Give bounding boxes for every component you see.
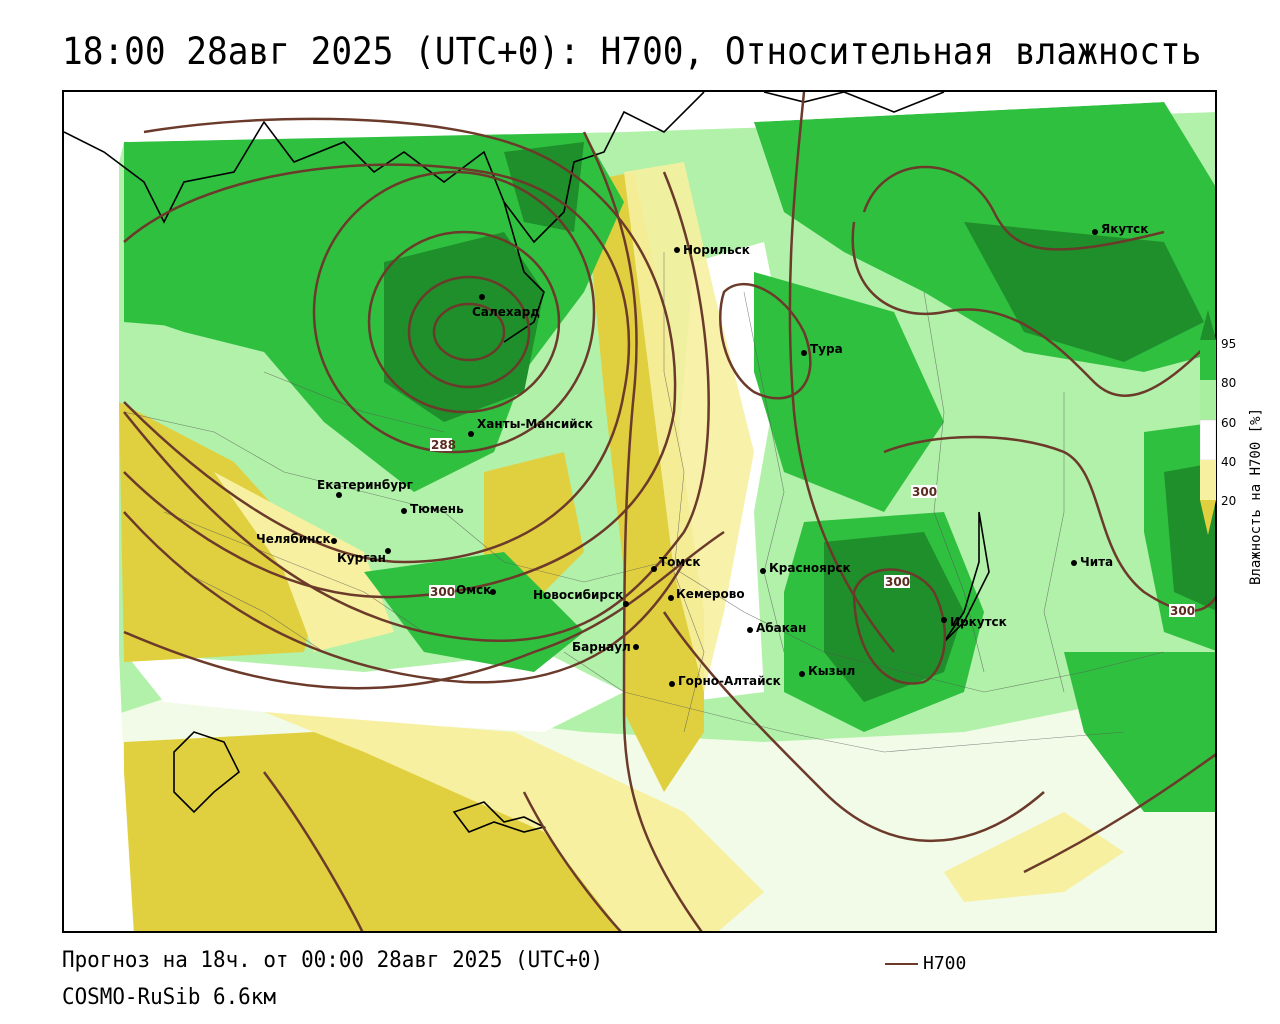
humidity-light-yellow-southwest: [264, 712, 764, 931]
svg-text:Кемерово: Кемерово: [676, 587, 745, 601]
city-krasnoyarsk[interactable]: Красноярск: [760, 561, 851, 575]
isoline-low-2: [407, 275, 531, 389]
city-omsk[interactable]: Омск: [456, 583, 496, 597]
city-kurgan[interactable]: Курган: [337, 548, 391, 565]
city-novosibirsk[interactable]: Новосибирск: [533, 588, 629, 607]
humidity-dark-green-ne: [964, 222, 1204, 362]
svg-text:Якутск: Якутск: [1101, 222, 1148, 236]
city-tura[interactable]: Тура: [801, 342, 843, 356]
humidity-dark-green-salekhard: [384, 232, 544, 422]
svg-text:Барнаул: Барнаул: [572, 640, 631, 654]
svg-text:Кызыл: Кызыл: [808, 664, 855, 678]
h700-legend-label: H700: [923, 953, 967, 974]
isoline-5: [123, 163, 631, 564]
svg-text:Екатеринбург: Екатеринбург: [317, 478, 413, 492]
svg-text:Горно-Алтайск: Горно-Алтайск: [678, 674, 781, 688]
city-norilsk[interactable]: Норильск: [674, 243, 750, 257]
isoline-south-2: [262, 771, 364, 931]
humidity-map: 288 300 300 300 300 Норильск Салехард Як…: [64, 92, 1215, 931]
city-gorno-altaysk[interactable]: Горно-Алтайск: [669, 674, 781, 688]
humidity-white-south: [124, 652, 624, 732]
isoline-low-1: [432, 302, 506, 362]
isoline-yakutsk: [862, 165, 1165, 251]
city-chita[interactable]: Чита: [1071, 555, 1113, 569]
map-area[interactable]: 288 300 300 300 300 Норильск Салехард Як…: [62, 90, 1217, 933]
domain-mask-top: [64, 92, 1215, 152]
colorbar-title: Влажность на H700 [%]: [1248, 407, 1264, 585]
humidity-green-northwest: [124, 142, 304, 332]
colorbar: [1200, 310, 1216, 535]
isoline-label-300-west: 300: [430, 585, 455, 599]
city-kyzyl[interactable]: Кызыл: [799, 664, 855, 678]
svg-text:Чита: Чита: [1080, 555, 1113, 569]
isoline-9: [123, 530, 725, 690]
city-khanty-mansiysk[interactable]: Ханты-Мансийск: [468, 417, 593, 437]
colorbar-tick-60: 60: [1221, 416, 1237, 430]
cities: Норильск Салехард Якутск Тура Ханты-Манс…: [256, 222, 1148, 688]
svg-text:Челябинск: Челябинск: [256, 532, 331, 546]
city-tyumen[interactable]: Тюмень: [401, 502, 464, 516]
svg-text:Тура: Тура: [810, 342, 843, 356]
isoline-south: [662, 611, 1045, 843]
humidity-green-tura: [754, 272, 944, 512]
humidity-yellow-southwest: [124, 732, 663, 931]
city-yakutsk[interactable]: Якутск: [1092, 222, 1148, 236]
humidity-dark-green-irkutsk: [824, 532, 964, 702]
svg-text:Иркутск: Иркутск: [950, 615, 1007, 629]
isoline-tura: [719, 282, 812, 400]
isoline-labels: 288 300 300 300 300: [429, 438, 1195, 618]
isoline-label-300-center: 300: [912, 485, 937, 499]
isoline-label-300-east: 300: [1170, 604, 1195, 618]
isoline-label-288: 288: [431, 438, 456, 452]
svg-text:Новосибирск: Новосибирск: [533, 588, 623, 602]
svg-text:Омск: Омск: [456, 583, 491, 597]
isoline-label-300-irkutsk: 300: [885, 575, 910, 589]
isoline-low-3: [367, 230, 561, 414]
isoline-low-4: [312, 170, 596, 454]
isoline-center-line-2: [788, 92, 895, 653]
svg-text:Салехард: Салехард: [472, 305, 540, 319]
svg-text:Ханты-Мансийск: Ханты-Мансийск: [477, 417, 593, 431]
humidity-yellow-band: [584, 172, 704, 792]
city-salekhard[interactable]: Салехард: [472, 294, 540, 319]
city-barnaul[interactable]: Барнаул: [572, 640, 639, 654]
colorbar-tick-95: 95: [1221, 337, 1237, 351]
svg-text:Тюмень: Тюмень: [410, 502, 464, 516]
humidity-green-center-south: [364, 552, 584, 672]
city-irkutsk[interactable]: Иркутск: [941, 615, 1007, 629]
colorbar-tick-40: 40: [1221, 455, 1237, 469]
city-yekaterinburg[interactable]: Екатеринбург: [317, 478, 413, 498]
city-tomsk[interactable]: Томск: [651, 555, 701, 572]
humidity-light-yellow-band: [624, 162, 754, 692]
isoline-7: [123, 171, 710, 642]
model-name: COSMO-RuSib 6.6км: [62, 985, 276, 1010]
isoline-300-irkutsk: [852, 568, 947, 685]
humidity-green-southeast: [1064, 652, 1215, 812]
forecast-info: Прогноз на 18ч. от 00:00 28авг 2025 (UTC…: [62, 948, 604, 973]
map-title: 18:00 28авг 2025 (UTC+0): H700, Относите…: [62, 30, 1202, 73]
h700-isolines: [123, 92, 1215, 931]
svg-text:Абакан: Абакан: [756, 621, 806, 635]
isoline-yakutsk-2: [851, 221, 1215, 398]
domain-mask-left: [64, 152, 134, 931]
city-kemerovo[interactable]: Кемерово: [668, 587, 745, 601]
svg-text:Норильск: Норильск: [683, 243, 750, 257]
svg-text:Курган: Курган: [337, 551, 386, 565]
isoline-south-3: [522, 791, 623, 931]
colorbar-tick-80: 80: [1221, 376, 1237, 390]
isoline-center-line: [582, 131, 703, 931]
h700-legend-line: [885, 963, 918, 965]
svg-text:Красноярск: Красноярск: [769, 561, 851, 575]
isoline-se: [1023, 753, 1215, 874]
humidity-yellow-southeast: [944, 812, 1124, 902]
svg-text:Томск: Томск: [659, 555, 701, 569]
city-abakan[interactable]: Абакан: [747, 621, 806, 635]
colorbar-tick-20: 20: [1221, 494, 1237, 508]
city-chelyabinsk[interactable]: Челябинск: [256, 532, 337, 546]
